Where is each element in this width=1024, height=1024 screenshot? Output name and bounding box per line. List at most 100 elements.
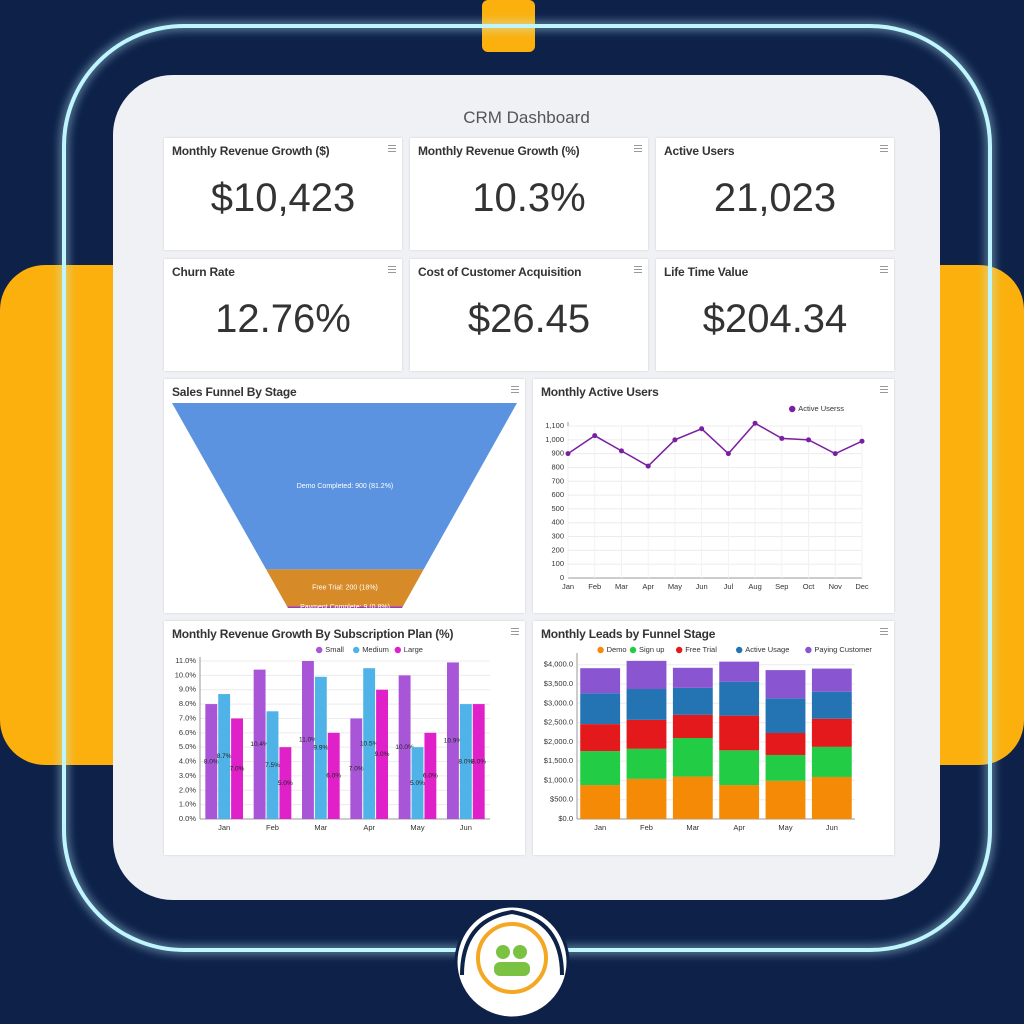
legend-label: Small (325, 645, 344, 654)
point (859, 438, 865, 444)
kpi-card: Monthly Revenue Growth (%) 10.3% (410, 138, 648, 250)
y-tick-label: 4.0% (179, 757, 196, 766)
bar-segment (580, 668, 621, 694)
data-label: 8.0% (204, 758, 219, 765)
kpi-value: $10,423 (210, 176, 356, 220)
y-tick-label: $3,500.0 (544, 679, 573, 688)
funnel-segment (287, 606, 403, 608)
menu-icon[interactable] (880, 386, 888, 393)
y-tick-label: 7.0% (179, 713, 196, 722)
x-tick-label: Jun (826, 823, 838, 832)
y-tick-label: 700 (551, 476, 564, 485)
chart: $0.0 $500.0 $1,000.0 $1,500.0 $2,000.0 $2,500… (544, 645, 873, 832)
legend-label: Medium (362, 645, 389, 654)
bar-segment (765, 754, 806, 781)
y-tick-label: 1,000 (545, 435, 564, 444)
y-tick-label: 2.0% (179, 785, 196, 794)
bar-segment (719, 715, 760, 751)
point (779, 435, 785, 441)
data-label: 8.0% (458, 758, 473, 765)
chart-title: Monthly Revenue Growth By Subscription P… (172, 627, 454, 641)
chart-card: Demo Completed: 900 (81.2%) Free Trial: 2… (164, 379, 525, 613)
menu-icon[interactable] (388, 145, 396, 152)
y-tick-label: $1,000.0 (544, 775, 573, 784)
y-tick-label: $3,000.0 (544, 698, 573, 707)
data-label: 5.0% (278, 780, 293, 787)
legend-label: Active Usage (745, 645, 789, 654)
logo-body (494, 962, 530, 976)
y-tick-label: 200 (551, 545, 564, 554)
point (565, 451, 571, 457)
legend-swatch (676, 646, 683, 654)
point (806, 437, 812, 443)
menu-icon[interactable] (388, 266, 396, 273)
bar (447, 662, 459, 819)
y-tick-label: 6.0% (179, 728, 196, 737)
legend-label: Sign up (639, 645, 664, 654)
y-tick-label: 400 (551, 518, 564, 527)
y-tick-label: 8.0% (179, 699, 196, 708)
logo-ring (476, 922, 548, 994)
kpi-card: Monthly Revenue Growth ($) $10,423 (164, 138, 402, 250)
menu-icon[interactable] (880, 266, 888, 273)
logo-person (496, 945, 510, 959)
point (725, 451, 731, 457)
legend-swatch (597, 646, 604, 654)
bar-segment (626, 778, 667, 819)
kpi-value: 12.76% (215, 297, 351, 341)
y-tick-label: 800 (551, 462, 564, 471)
x-tick-label: Jan (218, 823, 230, 832)
chart-title: Monthly Active Users (541, 385, 659, 399)
bar-segment (765, 698, 806, 733)
x-tick-label: Mar (314, 823, 327, 832)
bar-segment (672, 738, 713, 777)
x-tick-label: Apr (642, 582, 654, 591)
y-tick-label: 100 (551, 559, 564, 568)
menu-icon[interactable] (634, 266, 642, 273)
menu-icon[interactable] (511, 628, 519, 635)
y-tick-label: $2,500.0 (544, 718, 573, 727)
logo-person (513, 945, 527, 959)
point (699, 426, 705, 432)
y-tick-label: 11.0% (175, 656, 196, 665)
data-label: 10.0% (395, 744, 414, 751)
kpi-label: Monthly Revenue Growth ($) (172, 144, 330, 158)
chart-card: 0 100 200 300 400 500 600 700 800 900 1,000 1,100 Ja… (533, 379, 894, 613)
bar-segment (580, 693, 621, 725)
menu-icon[interactable] (880, 145, 888, 152)
legend-swatch (805, 646, 812, 654)
point (832, 451, 838, 457)
legend-label: Large (404, 645, 423, 654)
y-tick-label: 500 (551, 504, 564, 513)
y-tick-label: $2,000.0 (544, 737, 573, 746)
y-tick-label: 1.0% (179, 800, 196, 809)
menu-icon[interactable] (880, 628, 888, 635)
kpi-label: Churn Rate (172, 265, 235, 279)
bar (279, 747, 292, 819)
x-tick-label: May (410, 823, 424, 832)
chart: 0.0%1.0%2.0%3.0%4.0%5.0%6.0%7.0%8.0%9.0%… (175, 645, 490, 832)
kpi-value: 21,023 (713, 176, 837, 220)
point (645, 463, 651, 469)
bar (363, 668, 376, 819)
chart-card: $0.0 $500.0 $1,000.0 $1,500.0 $2,000.0 $2,500… (533, 621, 894, 855)
bar-segment (719, 785, 760, 819)
x-tick-label: Jan (594, 823, 606, 832)
bar-segment (626, 719, 667, 749)
x-tick-label: May (778, 823, 792, 832)
legend-swatch (789, 405, 796, 413)
menu-icon[interactable] (634, 145, 642, 152)
data-label: 6.0% (423, 773, 438, 780)
funnel-segment (172, 403, 517, 570)
bar-segment (811, 668, 852, 692)
bar (459, 704, 472, 819)
bar-segment (672, 776, 713, 819)
bar-segment (765, 780, 806, 819)
x-tick-label: Jun (696, 582, 708, 591)
menu-icon[interactable] (511, 386, 519, 393)
data-label: 7.0% (230, 765, 245, 772)
y-tick-label: 10.0% (175, 670, 197, 679)
y-tick-label: 300 (551, 532, 564, 541)
x-tick-label: Apr (363, 823, 375, 832)
